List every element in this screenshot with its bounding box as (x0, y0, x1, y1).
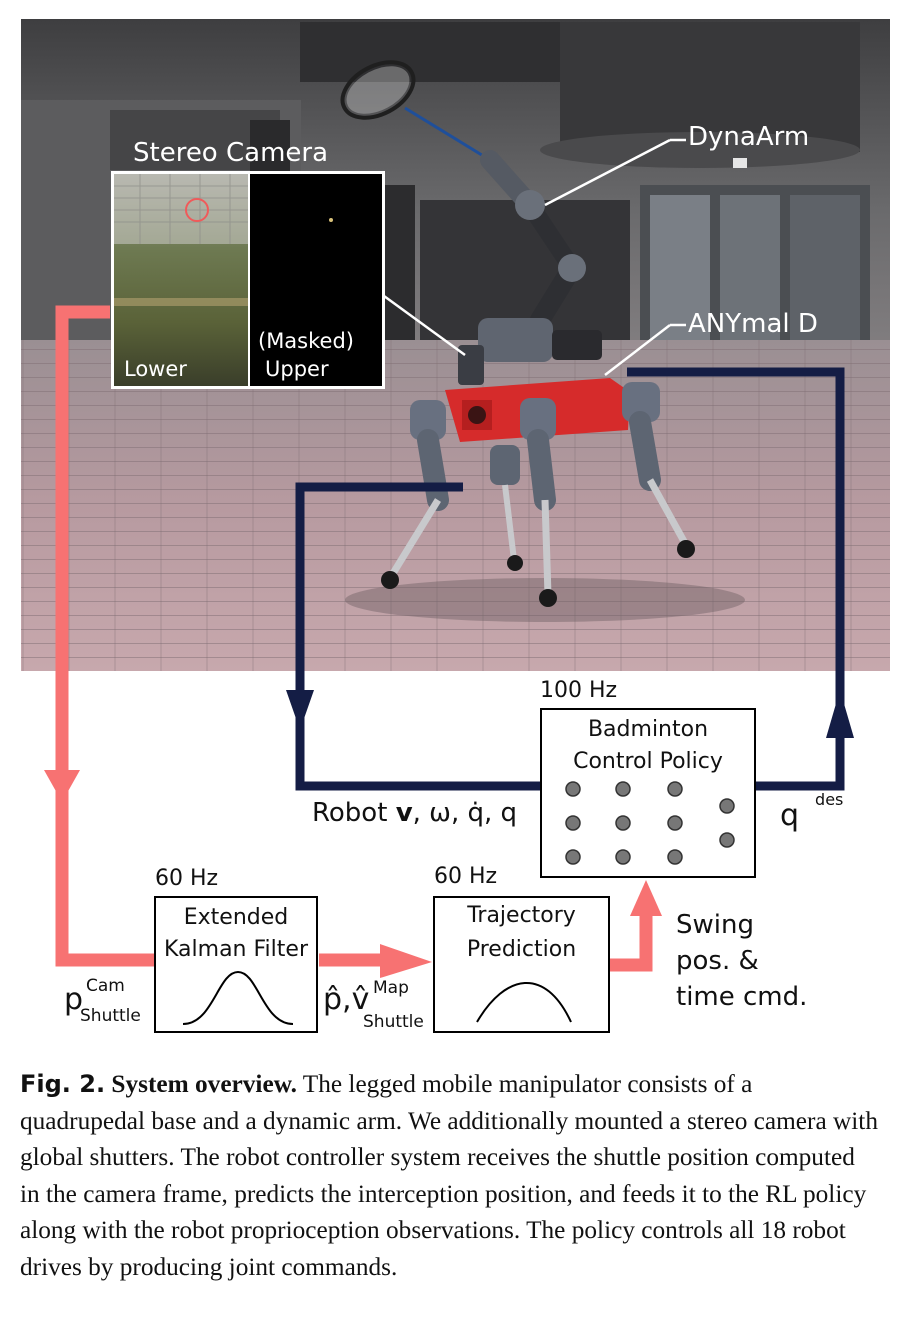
ekf-title-line2: Kalman Filter (164, 937, 308, 962)
policy-title-line1: Badminton (587, 717, 709, 742)
p-cam-base: p (64, 982, 84, 1017)
policy-rate-label: 100 Hz (540, 678, 618, 703)
figure-caption: Fig. 2. System overview. The legged mobi… (20, 1066, 880, 1285)
inset-upper-label-line2: Upper (265, 357, 329, 381)
system-overview-figure: Stereo Camera DynaArm ANYmal D Lower (Ma… (21, 19, 890, 1036)
p-cam-sub: Shuttle (80, 1006, 141, 1026)
swing-line1: Swing (676, 910, 754, 940)
gaussian-curve-icon (182, 970, 294, 1025)
qdes-label: q des (780, 790, 843, 833)
badminton-control-policy-box: Badminton Control Policy (540, 708, 756, 878)
ekf-rate-label: 60 Hz (155, 866, 219, 891)
qdes-base: q (780, 798, 800, 833)
swing-line2: pos. & (676, 946, 759, 976)
inset-upper-label-line1: (Masked) (258, 329, 354, 353)
robot-obs-rest: , ω, q̇, q (412, 798, 518, 828)
dynaarm-label: DynaArm (688, 122, 810, 152)
traj-rate-label: 60 Hz (434, 864, 498, 889)
traj-title-line2: Prediction (466, 937, 577, 962)
ekf-title-line1: Extended (183, 905, 289, 930)
p-cam-shuttle-label: p Cam Shuttle (64, 976, 164, 1036)
robot-obs-prefix: Robot (312, 798, 396, 828)
pv-hat-base: p̂,v̂ (323, 982, 370, 1017)
traj-title-line1: Trajectory (467, 903, 576, 928)
anymal-label: ANYmal D (688, 309, 818, 339)
qdes-sup: des (815, 790, 844, 809)
trajectory-prediction-box: Trajectory Prediction (433, 896, 610, 1033)
robot-photo (21, 19, 890, 978)
caption-label: Fig. 2. (20, 1070, 106, 1098)
robot-obs-v: v (395, 798, 413, 828)
parabola-curve-icon (476, 982, 572, 1023)
caption-title: System overview. (111, 1070, 297, 1098)
stereo-camera-label: Stereo Camera (133, 138, 329, 168)
extended-kalman-filter-box: Extended Kalman Filter (154, 896, 318, 1033)
caption-body: The legged mobile manipulator consists o… (20, 1070, 878, 1281)
pv-hat-sub: Shuttle (363, 1012, 424, 1032)
robot-observation-label: Robot v, ω, q̇, q (312, 798, 517, 828)
swing-line3: time cmd. (676, 982, 808, 1012)
p-cam-sup: Cam (86, 976, 125, 996)
inset-lower-label: Lower (124, 357, 187, 381)
policy-title-line2: Control Policy (573, 749, 723, 774)
pv-hat-sup: Map (373, 978, 409, 998)
pv-hat-map-shuttle-label: p̂,v̂ Map Shuttle (323, 976, 433, 1036)
